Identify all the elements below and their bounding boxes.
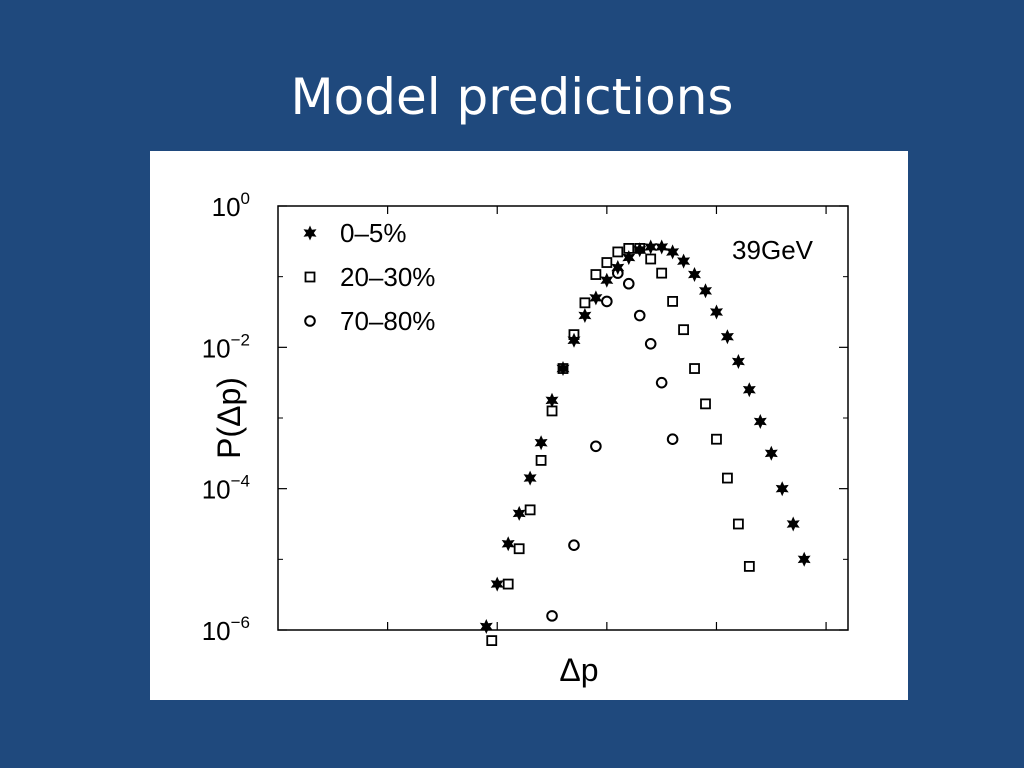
y-tick-label: 100 bbox=[212, 189, 250, 222]
data-point-square bbox=[513, 543, 525, 555]
data-point-circle bbox=[612, 267, 624, 279]
data-point-circle bbox=[590, 440, 602, 453]
data-point-circle bbox=[633, 309, 646, 322]
x-axis-label: Δp bbox=[559, 652, 598, 688]
data-point-square bbox=[678, 324, 689, 336]
y-tick-label: 10−4 bbox=[202, 472, 250, 505]
data-point-circle bbox=[601, 295, 613, 308]
data-point-square bbox=[732, 518, 744, 530]
data-point-star bbox=[775, 481, 789, 497]
data-point-star bbox=[556, 361, 570, 376]
data-point-circle bbox=[622, 277, 635, 290]
data-point-star bbox=[578, 308, 592, 323]
data-marks bbox=[479, 239, 811, 647]
data-point-square bbox=[743, 560, 755, 572]
data-point-star bbox=[600, 272, 614, 288]
data-point-square bbox=[579, 297, 591, 309]
data-point-star bbox=[786, 516, 800, 532]
data-point-star bbox=[753, 414, 767, 429]
legend-label: 70–80% bbox=[340, 306, 435, 336]
y-tick-labels: 100 10−2 10−4 10−6 bbox=[202, 189, 250, 646]
data-point-circle bbox=[546, 610, 558, 622]
data-point-star bbox=[731, 354, 745, 369]
scatter-chart: 100 10−2 10−4 10−6 P(Δp) Δp 39GeV 0–5% 20–30… bbox=[202, 189, 849, 688]
data-point-star bbox=[633, 242, 647, 258]
y-tick-label: 10−6 bbox=[202, 613, 250, 646]
data-point-star bbox=[699, 283, 712, 299]
data-point-square bbox=[557, 363, 569, 374]
data-point-star bbox=[688, 267, 701, 282]
data-point-square bbox=[535, 454, 547, 466]
slide-title: Model predictions bbox=[290, 68, 734, 126]
legend-marker-square bbox=[304, 271, 316, 283]
data-point-star bbox=[677, 253, 691, 269]
data-point-square bbox=[722, 472, 733, 484]
data-point-star bbox=[523, 470, 537, 486]
legend-marker-star bbox=[303, 225, 317, 241]
data-point-square bbox=[689, 363, 700, 374]
legend: 0–5% 20–30% 70–80% bbox=[303, 218, 435, 336]
data-point-square bbox=[502, 578, 514, 590]
data-point-circle bbox=[644, 338, 657, 350]
data-point-star bbox=[501, 536, 515, 552]
legend-label: 0–5% bbox=[340, 218, 407, 248]
data-point-square bbox=[711, 433, 722, 445]
data-point-star bbox=[534, 435, 548, 451]
x-ticks bbox=[387, 206, 827, 630]
data-point-star bbox=[764, 445, 778, 461]
data-point-star bbox=[742, 382, 756, 398]
energy-annotation: 39GeV bbox=[732, 235, 814, 265]
data-point-square bbox=[634, 243, 646, 254]
data-point-star bbox=[644, 239, 658, 255]
data-point-square bbox=[486, 635, 498, 647]
data-point-square bbox=[623, 243, 635, 254]
data-point-square bbox=[645, 253, 657, 265]
data-point-circle bbox=[666, 433, 679, 446]
data-point-square bbox=[590, 269, 602, 280]
series-circle bbox=[546, 267, 679, 622]
data-point-star bbox=[666, 244, 680, 260]
legend-label: 20–30% bbox=[340, 262, 435, 292]
data-point-star bbox=[490, 576, 504, 592]
data-point-star bbox=[797, 551, 811, 567]
data-point-star bbox=[479, 619, 493, 634]
series-square bbox=[486, 243, 755, 647]
data-point-star bbox=[589, 290, 603, 306]
series-star bbox=[479, 239, 811, 634]
y-ticks bbox=[278, 205, 848, 631]
data-point-square bbox=[568, 329, 580, 341]
figure-panel: 100 10−2 10−4 10−6 P(Δp) Δp 39GeV 0–5% 20–30… bbox=[150, 151, 908, 700]
data-point-star bbox=[710, 304, 723, 320]
data-point-star bbox=[512, 505, 526, 521]
legend-marker-circle bbox=[304, 315, 316, 327]
data-point-square bbox=[656, 267, 668, 279]
data-point-star bbox=[655, 239, 669, 255]
data-point-square bbox=[601, 257, 613, 268]
y-tick-label: 10−2 bbox=[202, 330, 250, 363]
data-point-star bbox=[567, 332, 581, 348]
data-point-star bbox=[545, 392, 559, 408]
data-point-square bbox=[524, 504, 536, 516]
data-point-star bbox=[622, 250, 636, 266]
data-point-star bbox=[720, 329, 734, 345]
data-point-circle bbox=[655, 376, 668, 389]
data-point-circle bbox=[568, 539, 580, 552]
data-point-square bbox=[700, 398, 711, 410]
data-point-square bbox=[546, 405, 558, 417]
data-point-square bbox=[612, 246, 624, 258]
data-point-square bbox=[667, 295, 679, 307]
y-axis-label: P(Δp) bbox=[211, 377, 247, 459]
